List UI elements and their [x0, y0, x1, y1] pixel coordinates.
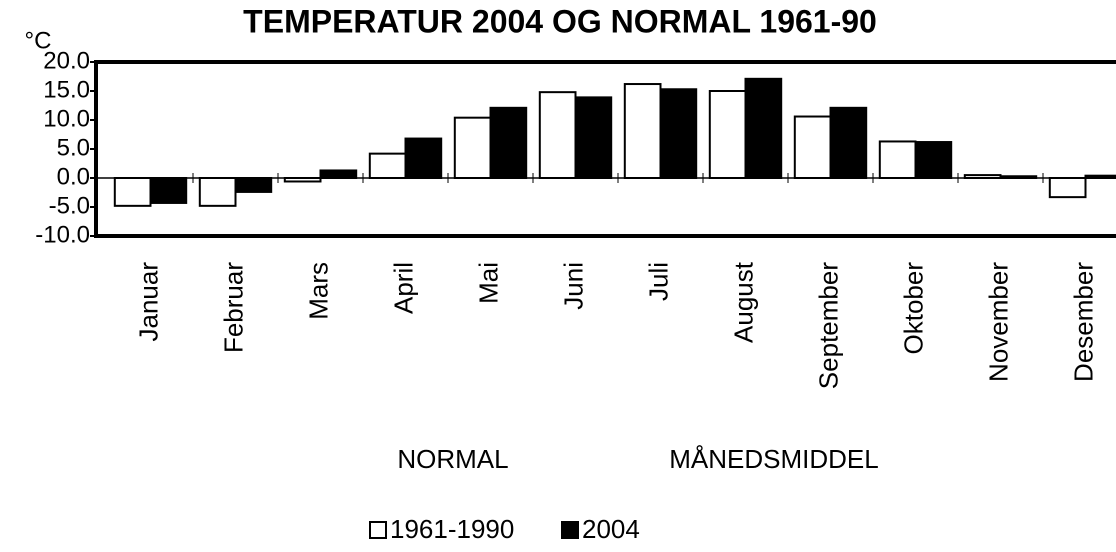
chart-title: TEMPERATUR 2004 OG NORMAL 1961-90 — [243, 3, 877, 39]
legend-label: 1961-1990 — [390, 514, 514, 544]
plot-frame — [94, 60, 1116, 238]
bar — [319, 169, 358, 180]
bar — [574, 96, 613, 179]
bar — [878, 140, 917, 180]
bar — [708, 90, 747, 179]
bar — [914, 141, 953, 179]
bar — [283, 177, 322, 183]
annotation: NORMAL — [397, 444, 508, 474]
bar — [793, 115, 832, 179]
bar — [999, 175, 1038, 179]
legend-swatch — [369, 521, 387, 539]
x-tick-label: September — [813, 262, 843, 390]
bar — [149, 177, 188, 204]
x-tick-label: Februar — [218, 262, 248, 353]
y-tick-label: 20.0 — [43, 47, 90, 74]
legend-label: 2004 — [582, 514, 640, 544]
bar — [489, 106, 528, 179]
x-tick-label: Desember — [1068, 262, 1098, 382]
x-tick-label: Juni — [558, 262, 588, 310]
bar — [1084, 174, 1116, 179]
bar — [453, 116, 492, 179]
x-tick-label: April — [388, 262, 418, 314]
bar — [113, 177, 152, 207]
annotation: MÅNEDSMIDDEL — [669, 444, 878, 474]
y-tick-label: 15.0 — [43, 76, 90, 103]
bar — [623, 83, 662, 179]
y-tick-label: -10.0 — [35, 221, 90, 248]
unit-label: °C — [25, 27, 52, 54]
bar — [198, 177, 237, 207]
x-tick-label: Mai — [473, 262, 503, 304]
bar — [659, 88, 698, 179]
legend-swatch — [561, 521, 579, 539]
x-tick-label: Oktober — [898, 262, 928, 355]
y-tick-label: 0.0 — [57, 163, 90, 190]
x-tick-label: November — [983, 262, 1013, 382]
bar — [368, 152, 407, 179]
bar — [234, 177, 273, 193]
bar — [1048, 177, 1087, 199]
bar — [404, 137, 443, 179]
bar — [963, 174, 1002, 180]
bar — [829, 106, 868, 179]
y-tick-label: 10.0 — [43, 105, 90, 132]
x-tick-label: August — [728, 261, 758, 343]
y-tick-label: 5.0 — [57, 134, 90, 161]
x-tick-label: Mars — [303, 262, 333, 320]
y-tick-label: -5.0 — [49, 192, 90, 219]
bar — [744, 77, 783, 179]
x-tick-label: Juli — [643, 262, 673, 301]
bar — [538, 91, 577, 179]
x-tick-label: Januar — [133, 262, 163, 342]
